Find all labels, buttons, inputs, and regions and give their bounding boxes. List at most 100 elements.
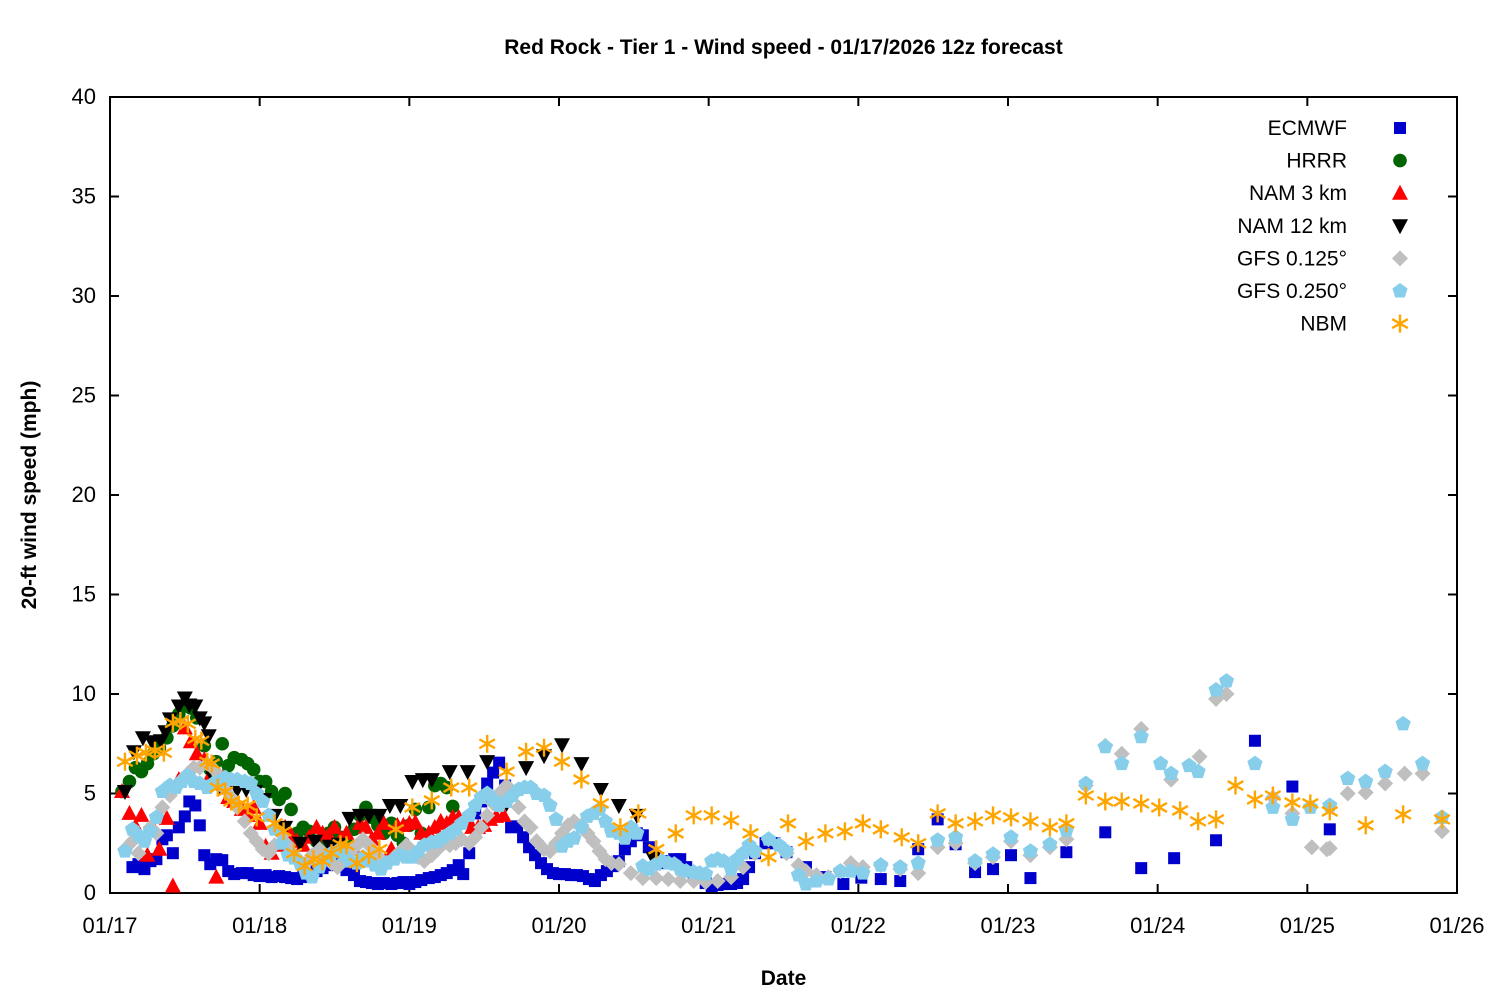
x-tick-label: 01/17: [82, 913, 137, 938]
data-point-marker: [1340, 770, 1356, 786]
data-point-marker: [1077, 789, 1095, 802]
legend-item: GFS 0.125°: [1237, 247, 1408, 270]
y-tick-label: 30: [72, 283, 96, 308]
data-point-marker: [371, 808, 388, 824]
data-point-marker: [1078, 775, 1094, 791]
data-point-marker: [1168, 852, 1181, 865]
data-point-marker: [1394, 122, 1406, 134]
data-point-marker: [1377, 763, 1393, 779]
data-point-marker: [548, 811, 564, 826]
data-point-marker: [1303, 839, 1320, 856]
data-point-marker: [266, 817, 284, 829]
data-point-marker: [155, 747, 173, 759]
data-point-marker: [518, 761, 535, 777]
data-point-marker: [910, 855, 926, 870]
data-point-marker: [797, 835, 815, 847]
data-point-marker: [338, 839, 355, 851]
x-tick-label: 01/24: [1130, 913, 1185, 938]
data-point-marker: [1153, 755, 1169, 771]
data-point-marker: [592, 783, 609, 799]
data-point-marker: [1097, 738, 1113, 754]
data-point-marker: [573, 774, 590, 786]
data-point-marker: [216, 854, 229, 867]
data-point-marker: [487, 766, 500, 779]
data-point-marker: [473, 819, 490, 836]
data-point-marker: [137, 747, 155, 759]
data-point-marker: [423, 794, 441, 807]
data-point-marker: [610, 856, 627, 873]
data-point-marker: [1434, 823, 1451, 840]
legend-item: NAM 12 km: [1237, 215, 1408, 238]
data-point-marker: [947, 817, 965, 829]
data-point-marker: [1113, 745, 1130, 762]
data-point-marker: [188, 745, 205, 761]
data-point-marker: [747, 843, 763, 858]
data-point-marker: [1002, 811, 1020, 823]
data-point-marker: [1114, 755, 1130, 771]
data-point-marker: [498, 766, 516, 778]
data-point-marker: [460, 781, 478, 794]
data-point-marker: [1133, 728, 1149, 744]
data-point-marker: [522, 819, 539, 836]
data-point-marker: [203, 758, 221, 770]
data-point-marker: [442, 781, 460, 794]
data-point-marker: [1391, 318, 1409, 330]
data-point-marker: [285, 847, 303, 859]
data-point-marker: [987, 863, 1000, 876]
data-point-marker: [243, 775, 259, 791]
data-point-marker: [1377, 775, 1394, 792]
x-axis-label: Date: [761, 967, 807, 990]
data-point-marker: [255, 793, 271, 808]
data-point-marker: [192, 735, 210, 747]
data-point-marker: [1321, 840, 1338, 857]
data-point-marker: [239, 799, 257, 811]
data-point-marker: [338, 824, 355, 840]
data-point-marker: [966, 815, 984, 827]
x-tick-label: 01/21: [681, 913, 736, 938]
data-point-marker: [1024, 872, 1037, 885]
data-point-marker: [779, 817, 797, 829]
data-point-marker: [275, 825, 293, 837]
data-point-marker: [642, 841, 655, 854]
data-point-marker: [381, 798, 398, 814]
data-point-marker: [909, 837, 927, 849]
data-point-marker: [1321, 805, 1339, 817]
data-point-marker: [1218, 673, 1235, 688]
data-point-marker: [151, 840, 168, 856]
data-point-marker: [817, 827, 834, 839]
data-point-marker: [1393, 153, 1407, 168]
data-point-marker: [742, 827, 759, 839]
data-point-marker: [553, 738, 570, 754]
data-point-marker: [166, 847, 179, 860]
x-tick-label: 01/23: [980, 913, 1035, 938]
data-point-marker: [872, 823, 890, 835]
y-tick-label: 35: [72, 184, 96, 209]
data-point-marker: [948, 829, 964, 844]
data-point-marker: [985, 846, 1001, 861]
data-point-marker: [629, 825, 645, 840]
data-point-marker: [326, 818, 343, 834]
data-point-marker: [158, 809, 175, 825]
data-point-marker: [1323, 823, 1336, 836]
data-point-marker: [284, 802, 298, 817]
data-point-marker: [967, 853, 983, 868]
data-point-marker: [404, 775, 421, 791]
data-point-marker: [622, 865, 639, 882]
data-point-marker: [478, 738, 496, 750]
data-point-marker: [360, 849, 378, 861]
data-point-marker: [517, 831, 530, 844]
legend-item: HRRR: [1286, 150, 1407, 173]
data-point-marker: [1357, 784, 1374, 801]
data-point-marker: [128, 750, 146, 762]
data-point-marker: [441, 765, 458, 781]
data-point-marker: [277, 820, 294, 836]
legend-item: NAM 3 km: [1249, 182, 1408, 205]
data-point-marker: [1265, 799, 1281, 814]
x-tick-label: 01/18: [232, 913, 287, 938]
data-point-marker: [463, 847, 476, 860]
data-point-marker: [307, 834, 324, 850]
data-point-marker: [1414, 755, 1431, 771]
data-point-marker: [208, 868, 225, 884]
data-point-marker: [278, 786, 292, 801]
